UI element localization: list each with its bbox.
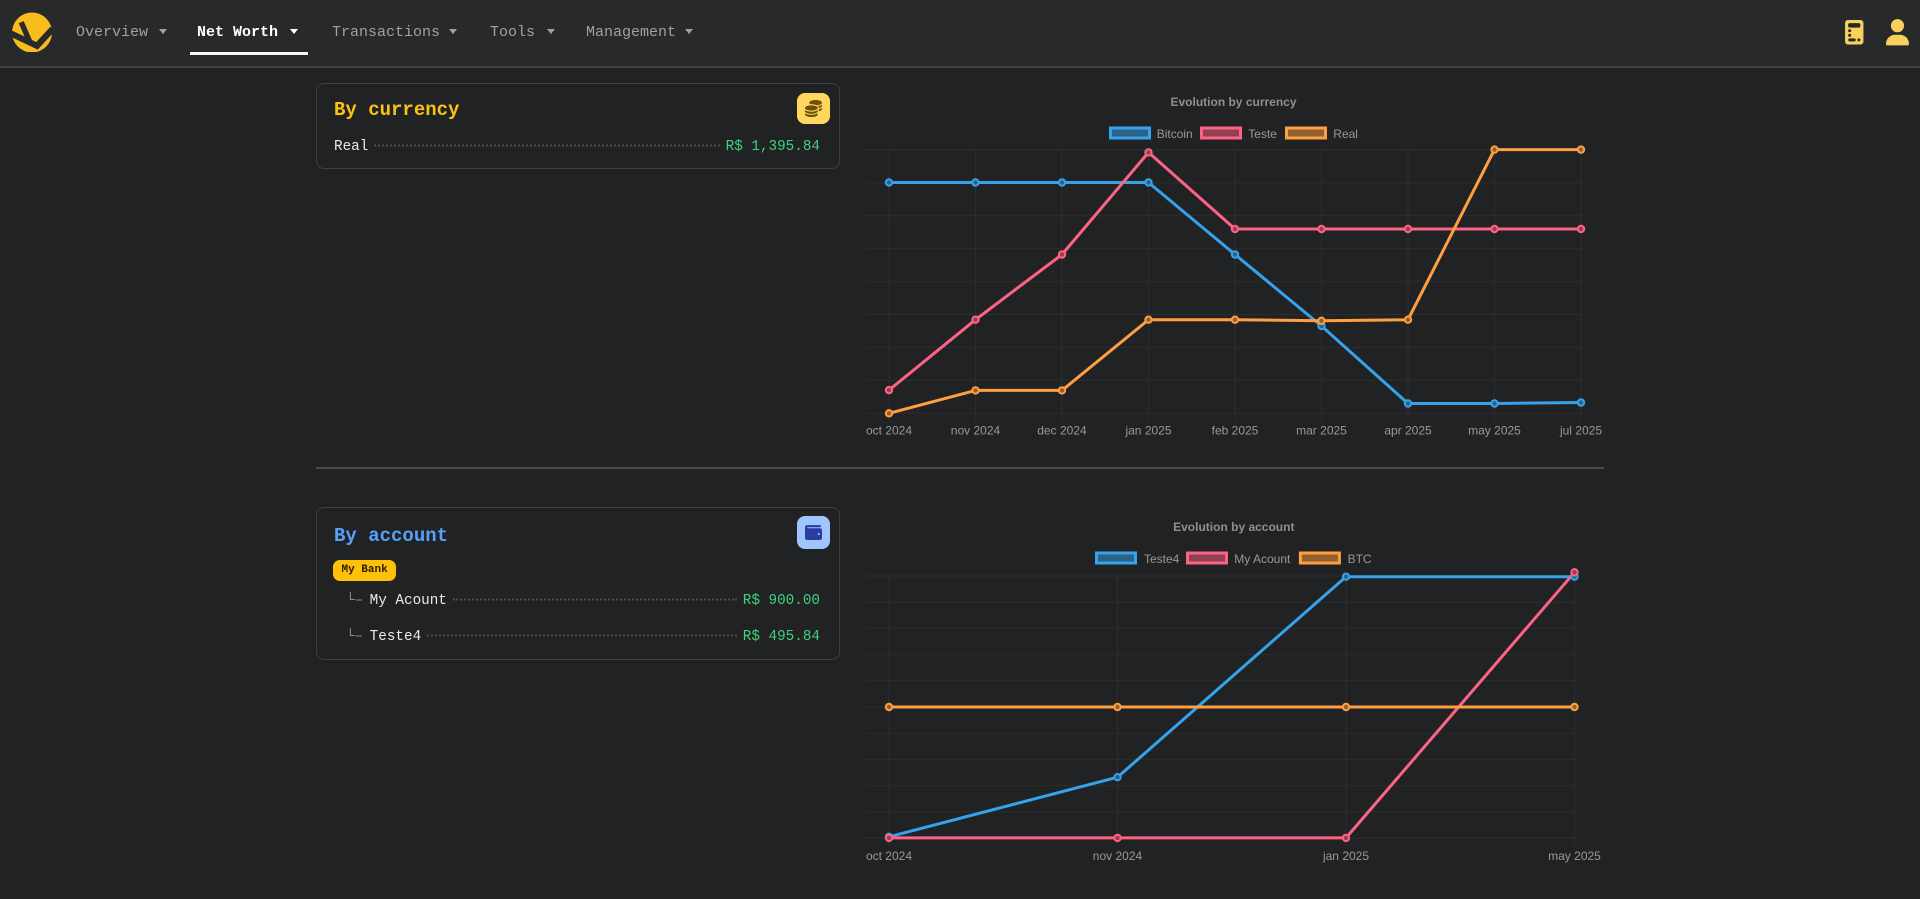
svg-text:jan 2025: jan 2025: [1124, 424, 1171, 438]
svg-text:nov 2024: nov 2024: [1093, 849, 1143, 863]
svg-text:Evolution by account: Evolution by account: [1173, 520, 1294, 534]
svg-text:Evolution by currency: Evolution by currency: [1170, 95, 1296, 109]
svg-text:apr 2025: apr 2025: [1384, 424, 1432, 438]
svg-text:Teste: Teste: [1248, 127, 1277, 141]
svg-text:oct 2024: oct 2024: [866, 424, 912, 438]
svg-text:may 2025: may 2025: [1468, 424, 1521, 438]
svg-text:Teste4: Teste4: [1144, 552, 1180, 566]
svg-text:oct 2024: oct 2024: [866, 849, 912, 863]
svg-text:nov 2024: nov 2024: [951, 424, 1001, 438]
svg-text:feb 2025: feb 2025: [1212, 424, 1259, 438]
svg-text:Real: Real: [1333, 127, 1358, 141]
svg-text:dec 2024: dec 2024: [1037, 424, 1087, 438]
svg-text:jul 2025: jul 2025: [1559, 424, 1602, 438]
svg-text:mar 2025: mar 2025: [1296, 424, 1347, 438]
svg-text:may 2025: may 2025: [1548, 849, 1601, 863]
svg-text:Bitcoin: Bitcoin: [1157, 127, 1193, 141]
svg-text:jan 2025: jan 2025: [1322, 849, 1369, 863]
svg-text:My Acount: My Acount: [1234, 552, 1291, 566]
svg-text:BTC: BTC: [1348, 552, 1372, 566]
